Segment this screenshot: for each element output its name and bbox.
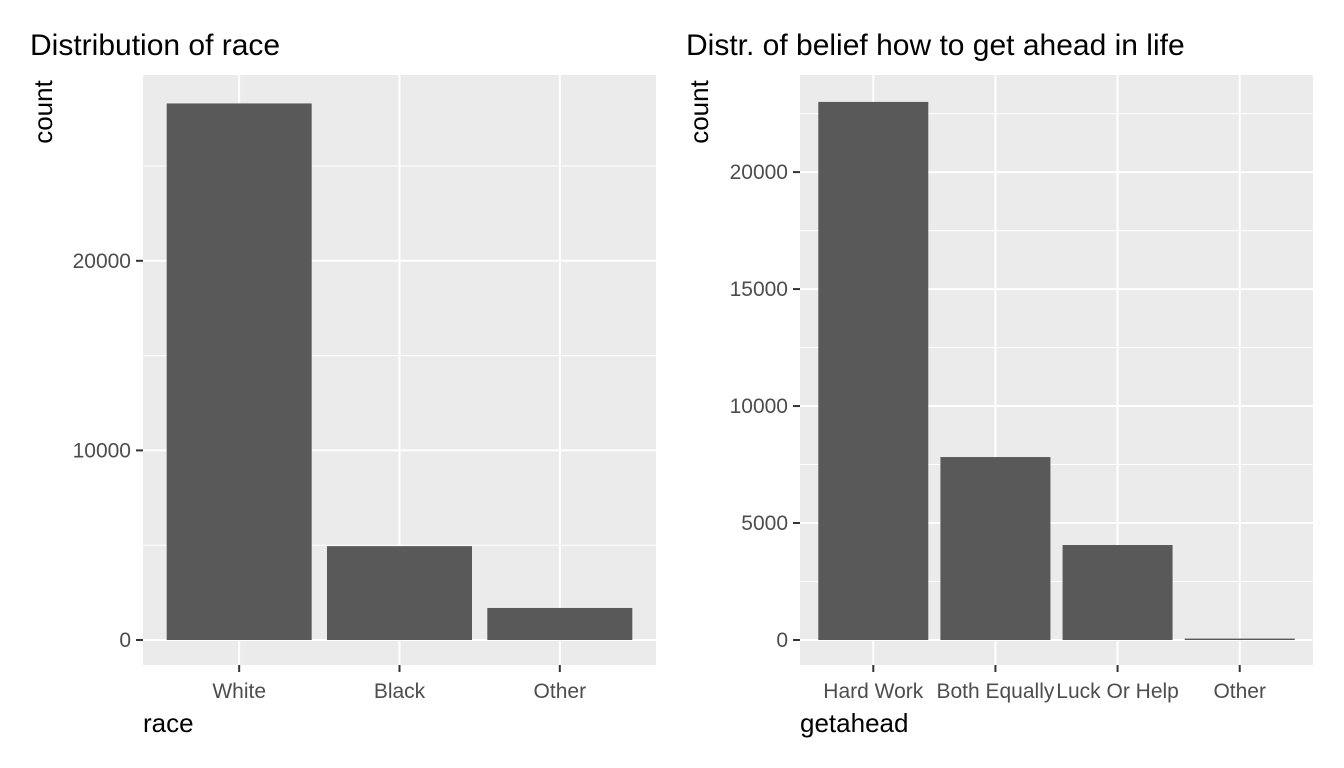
getahead-x-tick-label: Both Equally: [936, 680, 1054, 703]
getahead-y-tick-label: 0: [776, 629, 788, 652]
race-x-tick-label: Black: [374, 680, 426, 703]
getahead-bar-other: [1184, 638, 1295, 640]
getahead-chart: Distr. of belief how to get ahead in lif…: [684, 29, 1313, 738]
race-bar-other: [487, 607, 633, 640]
race-x-axis-title: race: [143, 708, 194, 738]
getahead-y-tick-label: 10000: [730, 395, 788, 418]
race-x-tick-label: Other: [534, 680, 587, 703]
getahead-bar-both-equally: [940, 457, 1051, 640]
race-chart: Distribution of race 0 10000 20000 White Blac…: [28, 29, 656, 738]
getahead-x-tick-label: Other: [1213, 680, 1266, 703]
race-y-axis-title: count: [28, 79, 58, 143]
race-y-tick-label: 0: [119, 629, 131, 652]
race-y-tick-label: 20000: [73, 250, 131, 273]
getahead-x-tick-label: Luck Or Help: [1056, 680, 1179, 703]
getahead-y-axis-title: count: [684, 79, 714, 143]
getahead-chart-title: Distr. of belief how to get ahead in lif…: [686, 29, 1185, 62]
getahead-x-tick-label: Hard Work: [823, 680, 923, 703]
race-bar-white: [166, 103, 312, 641]
race-x-tick-label: White: [212, 680, 266, 703]
getahead-x-axis-title: getahead: [800, 708, 908, 738]
getahead-bar-hard-work: [818, 101, 929, 640]
race-y-tick-label: 10000: [73, 439, 131, 462]
getahead-y-tick-label: 15000: [730, 278, 788, 301]
race-chart-title: Distribution of race: [30, 29, 280, 62]
race-bar-black: [327, 546, 472, 640]
getahead-bar-luck-or-help: [1062, 545, 1173, 640]
getahead-y-tick-label: 20000: [730, 161, 788, 184]
getahead-y-tick-label: 5000: [741, 512, 788, 535]
